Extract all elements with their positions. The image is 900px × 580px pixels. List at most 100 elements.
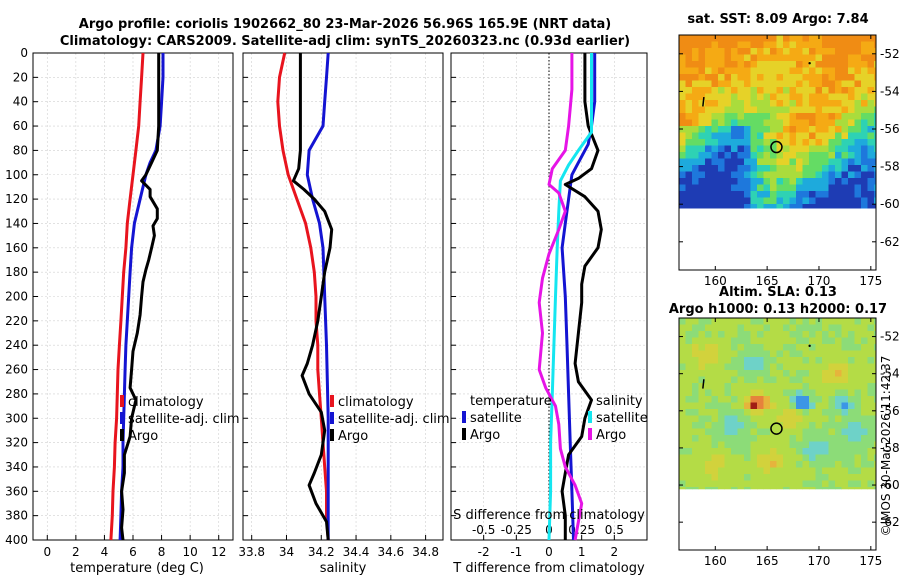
map-cell	[874, 41, 877, 49]
map-cell	[685, 139, 693, 146]
map-cell	[828, 165, 836, 172]
map-cell	[874, 35, 877, 42]
map-cell	[809, 106, 816, 114]
map-cell	[737, 139, 745, 146]
y-tick-label: 100	[5, 168, 28, 182]
map-cell	[854, 363, 862, 371]
map-cell	[841, 441, 849, 449]
map-cell	[848, 178, 855, 185]
map-cell	[835, 54, 842, 62]
map-cell	[867, 126, 875, 133]
map-cell	[763, 487, 771, 490]
map-cell	[802, 61, 810, 68]
map-cell	[744, 448, 751, 455]
map-cell	[770, 87, 777, 94]
map-cell	[711, 461, 719, 468]
map-cell	[731, 350, 738, 358]
map-cell	[841, 80, 849, 88]
map-cell	[737, 467, 745, 475]
map-cell	[815, 363, 823, 371]
map-cell	[789, 126, 797, 133]
map-cell	[841, 363, 849, 371]
map-cell	[835, 100, 842, 107]
map-cell	[841, 93, 849, 101]
map-cell	[770, 474, 777, 481]
map-cell	[828, 145, 836, 153]
map-cell	[763, 41, 771, 49]
map-cell	[770, 197, 777, 205]
map-cell	[711, 106, 719, 114]
map-cell	[776, 152, 784, 159]
map-cell	[796, 48, 803, 55]
map-cell	[698, 54, 706, 62]
map-cell	[737, 454, 745, 462]
map-cell	[770, 389, 777, 397]
map-cell	[861, 35, 868, 42]
map-cell	[809, 191, 816, 198]
map-cell	[802, 402, 810, 410]
map-cell	[770, 100, 777, 107]
map-cell	[698, 324, 706, 332]
y-tick-label: 320	[5, 436, 28, 450]
map-cell	[848, 87, 855, 94]
map-cell	[757, 324, 764, 332]
map-cell	[835, 324, 842, 332]
map-cell	[802, 324, 810, 332]
map-cell	[835, 35, 842, 42]
map-cell	[744, 376, 751, 384]
map-cell	[679, 487, 686, 490]
map-cell	[679, 337, 686, 345]
map-cell	[737, 461, 745, 468]
map-cell	[731, 61, 738, 68]
map-cell	[757, 126, 764, 133]
map-cell	[867, 204, 875, 209]
map-cell	[841, 435, 849, 442]
map-cell	[841, 467, 849, 475]
map-cell	[783, 435, 790, 442]
map-cell	[776, 396, 784, 403]
map-cell	[737, 422, 745, 429]
map-cell	[770, 74, 777, 81]
map-cell	[802, 35, 810, 42]
map-cell	[763, 100, 771, 107]
map-cell	[848, 145, 855, 153]
map-cell	[757, 415, 764, 423]
map-cell	[874, 344, 877, 351]
map-cell	[763, 93, 771, 101]
y-tick-label: -62	[880, 235, 900, 249]
map-cell	[783, 139, 790, 146]
map-cell	[776, 331, 784, 338]
map-cell	[737, 324, 745, 332]
map-cell	[744, 113, 751, 120]
map-cell	[874, 409, 877, 416]
map-cell	[867, 54, 875, 62]
map-cell	[789, 48, 797, 55]
map-cell	[802, 331, 810, 338]
map-cell	[731, 48, 738, 55]
map-cell	[724, 331, 732, 338]
map-cell	[802, 171, 810, 179]
map-cell	[796, 106, 803, 114]
map-cell	[698, 370, 706, 377]
map-cell	[731, 487, 738, 490]
map-cell	[835, 422, 842, 429]
map-cell	[854, 145, 862, 153]
map-cell	[679, 100, 686, 107]
map-cell	[874, 87, 877, 94]
x-tick-label: 34.8	[412, 545, 439, 559]
map-cell	[744, 67, 751, 75]
map-cell	[783, 113, 790, 120]
map-cell	[783, 383, 790, 390]
map-cell	[685, 474, 693, 481]
map-cell	[815, 61, 823, 68]
map-cell	[802, 441, 810, 449]
map-cell	[874, 441, 877, 449]
map-cell	[835, 344, 842, 351]
map-cell	[731, 344, 738, 351]
map-cell	[692, 350, 699, 358]
map-cell	[854, 139, 862, 146]
map-cell	[874, 415, 877, 423]
map-cell	[776, 376, 784, 384]
map-cell	[815, 350, 823, 358]
map-cell	[822, 204, 829, 209]
